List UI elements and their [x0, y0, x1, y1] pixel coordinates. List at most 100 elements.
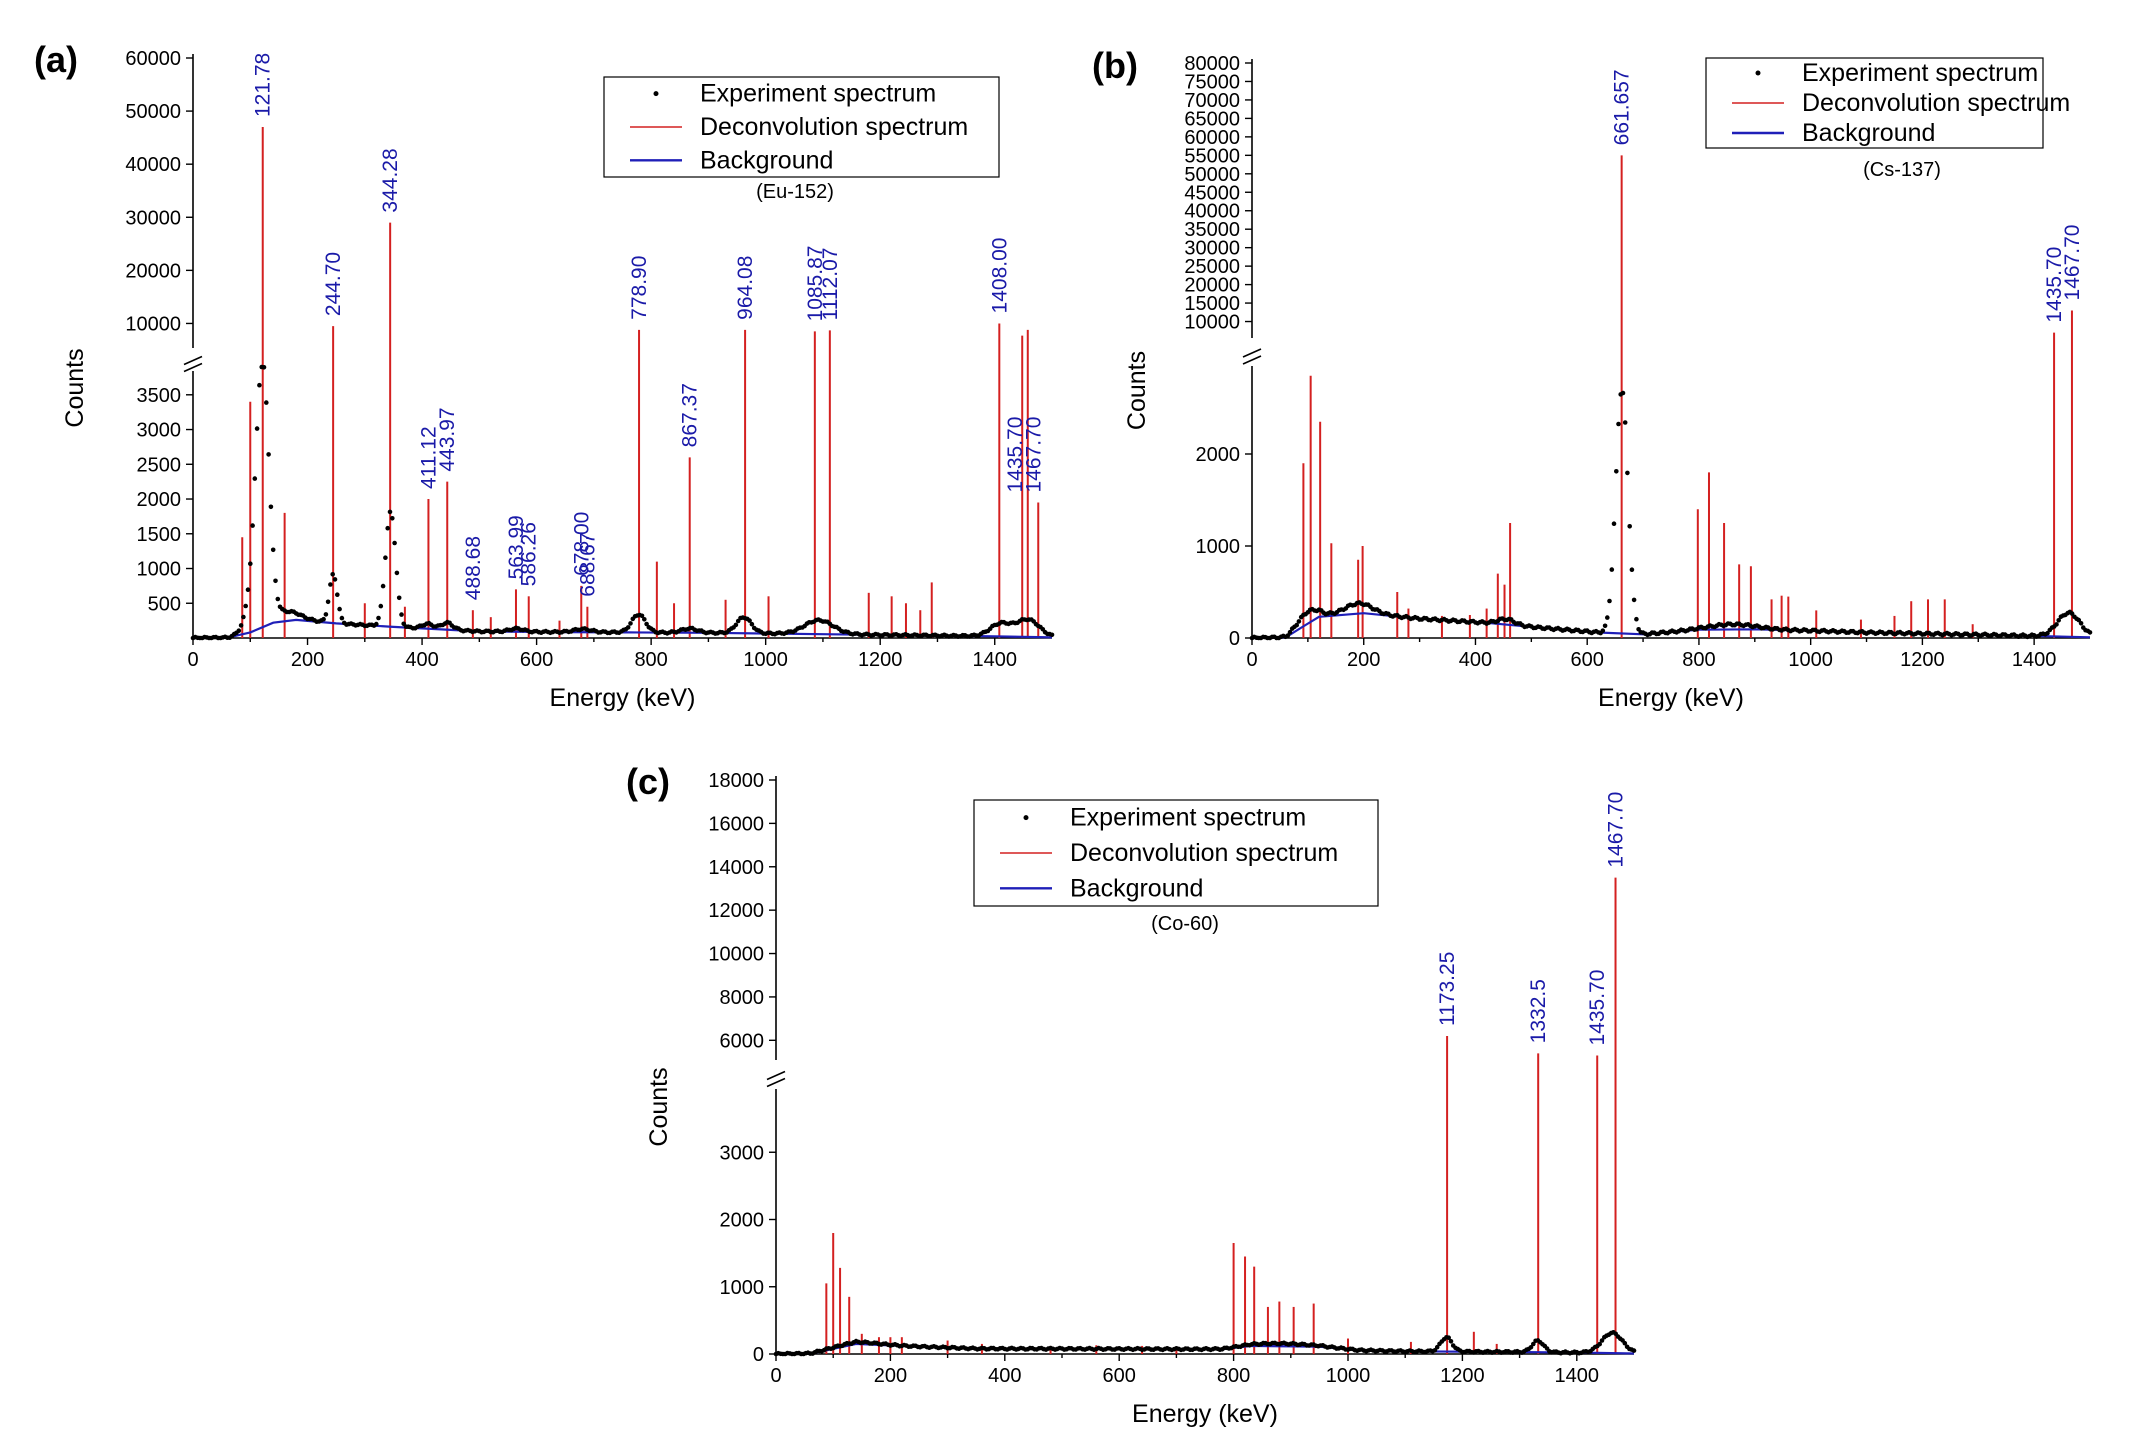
peak-label: 964.08: [734, 256, 757, 320]
experiment-point: [625, 625, 631, 630]
y-tick-label: 50000: [125, 101, 181, 123]
experiment-point: [1607, 598, 1612, 604]
experiment-point: [337, 606, 342, 612]
experiment-point: [321, 616, 326, 622]
experiment-point: [1448, 1339, 1454, 1344]
experiment-point: [628, 621, 633, 626]
legend-entry: Background: [1802, 119, 1935, 147]
experiment-point: [396, 595, 402, 601]
x-tick-label: 200: [874, 1365, 907, 1387]
x-tick-label: 800: [634, 649, 667, 671]
x-axis-label: Energy (keV): [1132, 1400, 1278, 1428]
experiment-point: [1287, 629, 1293, 635]
experiment-point: [252, 476, 258, 481]
x-tick-label: 200: [1347, 649, 1380, 671]
x-tick-label: 400: [405, 649, 438, 671]
peak-label: 563.99: [505, 515, 528, 579]
chart-panel-c: 0 200 400 600 800 1000 1200 1400010002000300060…: [626, 761, 1637, 1428]
experiment-point: [390, 516, 395, 521]
axis-break-mark: [183, 362, 203, 373]
x-tick-label: 1000: [743, 649, 788, 671]
experiment-point: [250, 523, 255, 528]
experiment-point: [275, 596, 281, 602]
y-tick-label: 60000: [125, 48, 181, 70]
peak-label: 411.12: [417, 426, 440, 489]
experiment-point: [380, 583, 386, 589]
experiment-point: [2078, 621, 2084, 626]
y-tick-label: 40000: [125, 154, 181, 176]
peak-label: 1435.70: [1586, 970, 1609, 1046]
experiment-point: [385, 525, 391, 531]
experiment-point: [1294, 622, 1299, 628]
y-tick-label: 20000: [125, 260, 181, 282]
experiment-point: [1627, 524, 1632, 529]
peak-label: 1408.00: [988, 238, 1011, 314]
y-tick-label: 35000: [1184, 219, 1240, 241]
y-tick-label: 1000: [137, 559, 182, 581]
y-tick-label: 16000: [708, 813, 764, 835]
legend-entry: Deconvolution spectrum: [700, 113, 968, 141]
isotope-label: (Cs-137): [1863, 159, 1941, 181]
y-tick-label: 14000: [708, 857, 764, 879]
peak-label: 1173.25: [1436, 952, 1459, 1026]
y-tick-label: 15000: [1184, 293, 1240, 315]
peak-label: 586.26: [518, 522, 541, 586]
experiment-point: [268, 504, 274, 510]
experiment-point: [1609, 567, 1615, 572]
legend-entry: Deconvolution spectrum: [1802, 89, 2070, 117]
x-tick-label: 1000: [1788, 649, 1833, 671]
y-tick-label: 20000: [1184, 275, 1240, 297]
y-tick-label: 18000: [708, 770, 764, 792]
x-axis-label: Energy (keV): [1598, 684, 1744, 712]
peak-label: 1467.70: [1023, 417, 1046, 493]
chart-panel-b: 0 200 400 600 800 1000 1200 1400010002000100001…: [1092, 45, 2093, 712]
peak-label: 1112.07: [819, 248, 842, 321]
legend-entry: Experiment spectrum: [700, 80, 936, 108]
x-tick-label: 0: [187, 649, 198, 671]
y-tick-label: 75000: [1184, 71, 1240, 93]
peak-label: 344.28: [379, 148, 402, 212]
experiment-point: [266, 452, 271, 457]
x-tick-label: 800: [1217, 1365, 1250, 1387]
x-tick-label: 200: [291, 649, 324, 671]
legend-marker-dot: [1023, 815, 1029, 821]
axis-break-mark: [766, 1070, 786, 1081]
y-tick-label: 0: [1229, 628, 1240, 650]
y-tick-label: 65000: [1184, 108, 1240, 130]
experiment-point: [335, 592, 340, 597]
x-tick-label: 1400: [1555, 1365, 1600, 1387]
experiment-point: [330, 572, 336, 577]
y-tick-label: 10000: [708, 944, 764, 966]
experiment-point: [399, 612, 404, 617]
experiment-spectrum: [773, 1330, 1637, 1357]
y-tick-label: 12000: [708, 900, 764, 922]
y-tick-label: 3000: [137, 420, 182, 442]
experiment-point: [1285, 633, 1291, 638]
peak-label: 678.00: [570, 512, 593, 576]
experiment-spectrum: [190, 364, 1055, 641]
x-tick-label: 600: [520, 649, 553, 671]
axis-break-mark: [1242, 355, 1262, 365]
experiment-point: [257, 382, 262, 388]
y-tick-label: 1000: [1196, 536, 1241, 558]
experiment-point: [1631, 1348, 1637, 1353]
experiment-point: [254, 426, 260, 431]
experiment-point: [273, 578, 278, 584]
peak-label: 1467.70: [2061, 225, 2084, 301]
experiment-point: [1446, 1335, 1451, 1340]
experiment-point: [236, 628, 242, 633]
experiment-point: [1611, 521, 1617, 526]
y-tick-label: 8000: [720, 987, 765, 1009]
legend-entry: Background: [700, 146, 833, 174]
y-tick-label: 0: [753, 1344, 764, 1366]
experiment-point: [245, 587, 251, 592]
panel-label: (c): [626, 761, 670, 802]
peak-label: 867.37: [679, 383, 702, 447]
x-tick-label: 800: [1682, 649, 1715, 671]
peak-label: 1332.5: [1527, 979, 1550, 1043]
y-tick-label: 50000: [1184, 164, 1240, 186]
y-tick-label: 70000: [1184, 90, 1240, 112]
peak-label: 778.90: [628, 256, 651, 320]
